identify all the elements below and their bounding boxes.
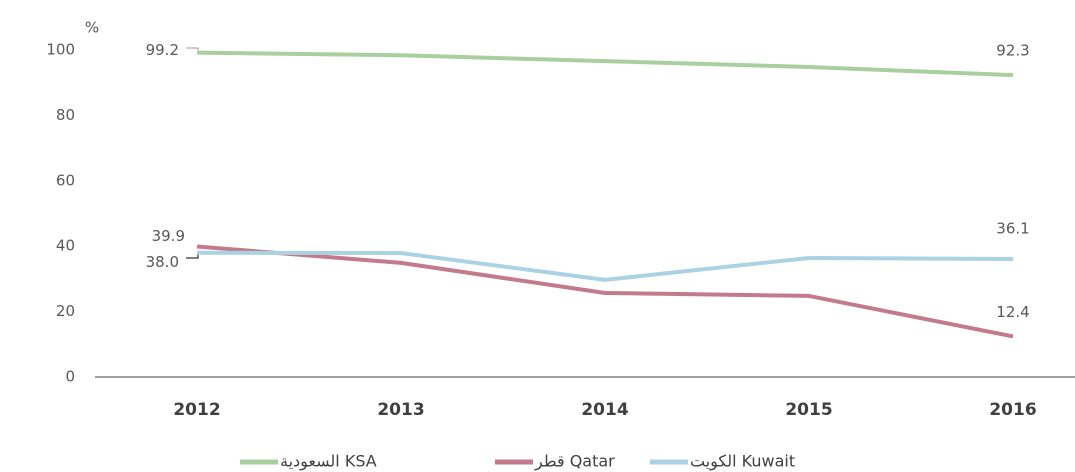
y-tick-label: 0 bbox=[65, 368, 75, 386]
data-label: 39.9 bbox=[152, 227, 185, 245]
line bbox=[196, 50, 1014, 78]
x-tick-label: 2014 bbox=[581, 400, 628, 420]
y-tick-label: 20 bbox=[56, 302, 75, 320]
x-tick-label: 2016 bbox=[989, 400, 1036, 420]
data-label: 38.0 bbox=[146, 253, 179, 271]
x-tick-label: 2015 bbox=[785, 400, 832, 420]
y-tick-label: 100 bbox=[46, 41, 75, 59]
x-tick-label: 2013 bbox=[377, 400, 424, 420]
legend-label: قطر Qatar bbox=[534, 452, 615, 472]
x-tick-label: 2012 bbox=[173, 400, 220, 420]
y-tick-label: 60 bbox=[56, 171, 75, 189]
leader-line bbox=[186, 47, 199, 50]
line bbox=[196, 244, 1014, 339]
data-label: 92.3 bbox=[996, 42, 1029, 60]
leader-line bbox=[186, 252, 199, 259]
legend-label: الكويت Kuwait bbox=[690, 452, 795, 472]
data-label: 36.1 bbox=[996, 219, 1029, 237]
line bbox=[196, 250, 1014, 282]
y-tick-label: 40 bbox=[56, 237, 75, 255]
y-tick-label: 80 bbox=[56, 106, 75, 124]
legend-label: السعودية KSA bbox=[280, 452, 377, 472]
data-label: 12.4 bbox=[996, 303, 1029, 321]
data-label: 99.2 bbox=[146, 41, 179, 59]
y-axis-label: % bbox=[85, 19, 99, 37]
